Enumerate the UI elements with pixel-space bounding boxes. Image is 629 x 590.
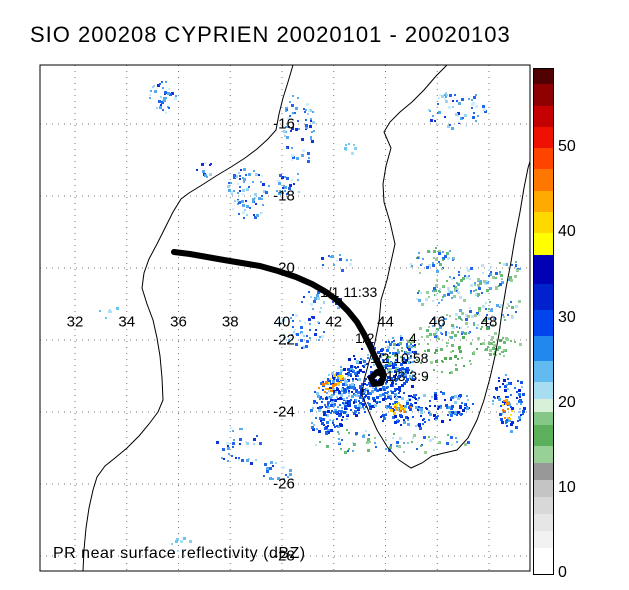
colorbar-segment [534, 212, 553, 234]
graticule-grid [40, 65, 530, 571]
coastline-0 [361, 65, 530, 469]
colorbar-segment [534, 190, 553, 213]
plot-caption: PR near surface reflectivity (dBZ) [53, 545, 306, 562]
colorbar-segment [534, 284, 553, 310]
colorbar-segment [534, 169, 553, 191]
colorbar-segment [534, 412, 553, 425]
colorbar-segment [534, 84, 553, 106]
colorbar-label-10: 10 [558, 478, 576, 496]
colorbar-segment [534, 548, 553, 574]
colorbar-segment [534, 361, 553, 383]
reflectivity-speckles [99, 81, 526, 553]
colorbar-segment [534, 399, 553, 413]
colorbar-segment [534, 480, 553, 498]
colorbar-segment [534, 463, 553, 481]
colorbar-label-0: 0 [558, 564, 567, 581]
colorbar-label-30: 30 [558, 308, 576, 326]
colorbar [533, 68, 554, 575]
colorbar-segment [534, 126, 553, 149]
coastline-1 [82, 65, 294, 571]
colorbar-segment [534, 335, 553, 362]
colorbar-segment [534, 148, 553, 170]
coastlines [82, 65, 530, 571]
colorbar-segment [534, 514, 553, 532]
colorbar-segment [534, 446, 553, 464]
figure-title: SIO 200208 CYPRIEN 20020101 - 20020103 [30, 22, 511, 47]
colorbar-segment [534, 382, 553, 400]
plot-border [39, 64, 531, 572]
colorbar-segment [534, 310, 553, 336]
colorbar-segment [534, 531, 553, 549]
colorbar-segment [534, 105, 553, 127]
colorbar-segment [534, 233, 553, 255]
colorbar-label-20: 20 [558, 393, 576, 411]
storm-track [171, 249, 387, 387]
colorbar-segment [534, 497, 553, 515]
colorbar-label-40: 40 [558, 223, 576, 241]
colorbar-segment [534, 424, 553, 447]
colorbar-segment [534, 254, 553, 285]
colorbar-label-50: 50 [558, 138, 576, 156]
colorbar-segment [534, 69, 553, 85]
